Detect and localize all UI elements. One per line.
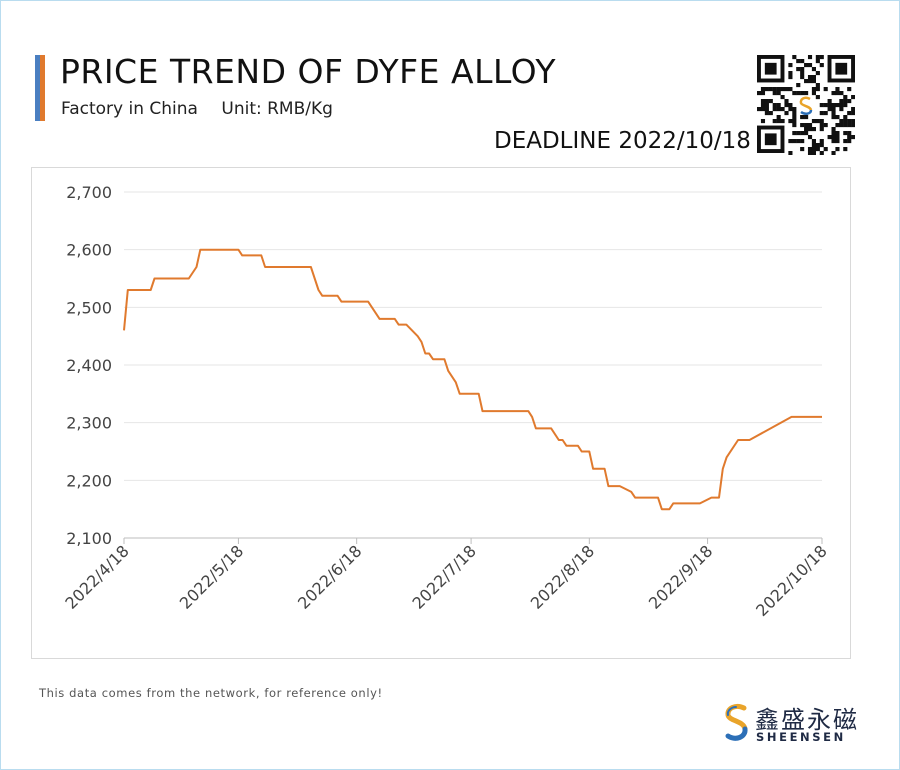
y-tick-label: 2,500 (66, 298, 112, 317)
subtitle-unit: Unit: RMB/Kg (221, 99, 333, 119)
brand-logo: 鑫盛永磁 SHEENSEN (722, 700, 862, 748)
price-series-line (123, 248, 822, 511)
chart-panel: 2,100 2,200 2,300 2,400 2,500 2,600 2,700 2022… (31, 167, 851, 659)
brand-name-en: SHEENSEN (756, 730, 846, 744)
y-tick-label: 2,700 (66, 183, 112, 202)
data-disclaimer: This data comes from the network, for re… (39, 686, 383, 700)
brand-name-cn: 鑫盛永磁 (755, 706, 859, 734)
deadline-label: DEADLINE 2022/10/18 (494, 128, 751, 154)
x-axis: 2022/4/18 2022/5/18 2022/6/18 2022/7/18 2022… (61, 537, 831, 620)
y-axis: 2,100 2,200 2,300 2,400 2,500 2,600 2,700 (66, 183, 112, 548)
x-tick-label: 2022/5/18 (176, 541, 247, 612)
qr-code-icon[interactable] (757, 55, 855, 155)
y-tick-label: 2,300 (66, 414, 112, 433)
y-tick-label: 2,400 (66, 356, 112, 375)
price-line-chart: 2,100 2,200 2,300 2,400 2,500 2,600 2,700 2022… (61, 183, 831, 620)
y-tick-label: 2,200 (66, 471, 112, 490)
x-tick-label: 2022/10/18 (752, 541, 831, 620)
chart-grid (124, 191, 822, 539)
x-tick-label: 2022/6/18 (294, 541, 365, 612)
y-tick-label: 2,600 (66, 241, 112, 260)
x-tick-label: 2022/8/18 (527, 541, 598, 612)
page-title: PRICE TREND OF DYFE ALLOY (60, 52, 556, 91)
title-accent-bar (35, 55, 45, 121)
subtitle-source: Factory in China (61, 99, 198, 119)
x-tick-label: 2022/4/18 (61, 541, 132, 612)
x-tick-label: 2022/7/18 (408, 541, 479, 612)
subtitle: Factory in China Unit: RMB/Kg (61, 99, 333, 119)
y-tick-label: 2,100 (66, 529, 112, 548)
x-tick-label: 2022/9/18 (645, 541, 716, 612)
sheensen-logo-icon (725, 703, 748, 741)
